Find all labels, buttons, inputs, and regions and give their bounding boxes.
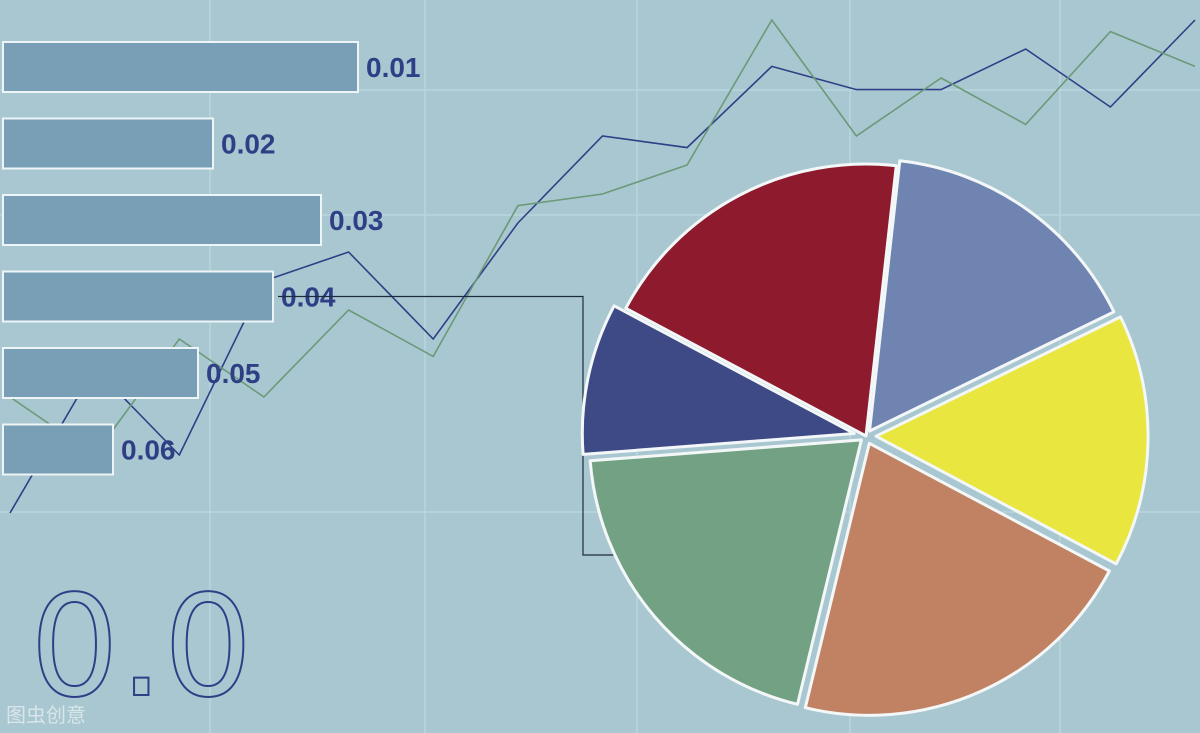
- bar-label: 0.01: [366, 52, 421, 83]
- pie-slice: [580, 304, 856, 456]
- pie-group: [580, 159, 1150, 717]
- bar: [2, 194, 322, 246]
- watermark-text: 图虫创意: [6, 703, 86, 727]
- bar: [2, 41, 359, 93]
- bar-label: 0.06: [121, 435, 176, 466]
- bar: [2, 270, 274, 323]
- bar-label: 0.02: [221, 129, 276, 160]
- bar: [2, 423, 114, 476]
- big-decorative-text: 0.0: [30, 566, 253, 729]
- pie-slice: [868, 159, 1116, 433]
- line-series-group: [9, 18, 1196, 514]
- line-series-1: [9, 19, 1196, 514]
- line-series-2: [9, 18, 1196, 457]
- pie-slice: [624, 162, 898, 438]
- bar-label: 0.05: [206, 358, 261, 389]
- bar: [2, 117, 214, 170]
- bar: [2, 347, 199, 399]
- bar-label: 0.03: [329, 205, 384, 236]
- pie-slice: [803, 441, 1111, 717]
- pie-slice: [588, 438, 863, 706]
- bar-group: 0.010.020.030.040.050.06: [2, 41, 421, 476]
- pie-slice: [874, 315, 1150, 566]
